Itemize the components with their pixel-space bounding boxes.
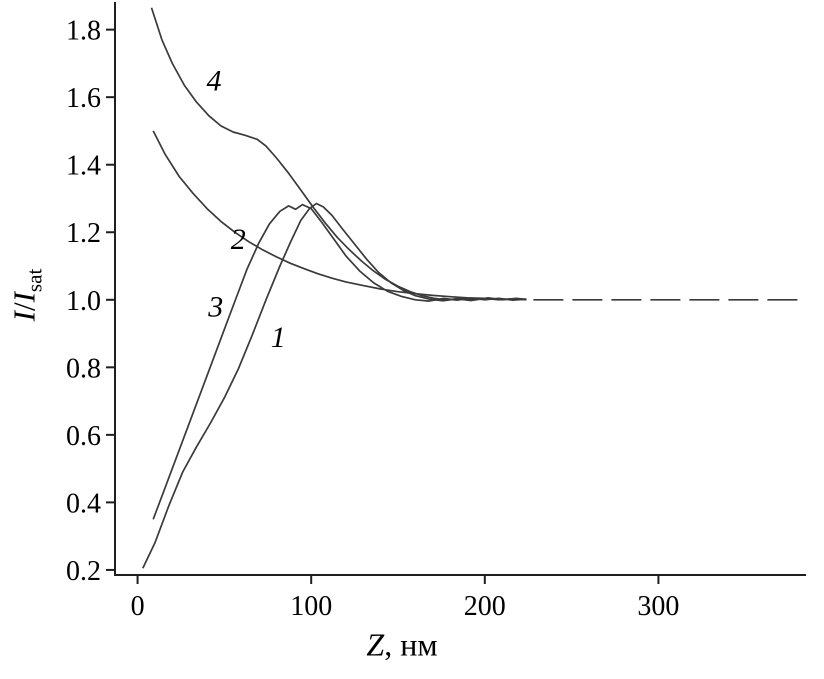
x-tick-label: 100 [290, 591, 332, 622]
y-tick-label: 0.8 [66, 353, 101, 384]
curve-label-4: 4 [206, 64, 221, 97]
y-tick-label: 0.2 [66, 556, 101, 587]
y-axis-label-subscript: sat [22, 268, 47, 293]
curve-4 [150, 7, 527, 301]
x-axis-label: Z, нм [366, 627, 437, 664]
x-tick-label: 300 [637, 591, 679, 622]
curve-label-2: 2 [231, 223, 246, 256]
y-tick-label: 1.4 [66, 151, 101, 182]
y-axis-label-var2: I [6, 292, 42, 303]
x-axis-label-var: Z [366, 626, 385, 663]
x-axis-label-unit: , нм [384, 626, 438, 663]
y-tick-label: 1.0 [66, 286, 101, 317]
curve-1 [142, 202, 527, 569]
curve-label-1: 1 [271, 321, 286, 354]
y-tick-label: 0.6 [66, 421, 101, 452]
axes [114, 2, 806, 576]
x-tick-label: 0 [131, 591, 145, 622]
y-tick-label: 1.8 [66, 16, 101, 47]
y-axis-label: I/Isat [6, 269, 47, 322]
y-tick-label: 1.6 [66, 83, 101, 114]
y-axis-label-slash: / [6, 302, 42, 312]
curve-3 [152, 203, 527, 520]
y-axis-label-var: I [6, 311, 42, 322]
y-tick-label: 0.4 [66, 488, 101, 519]
x-tick-label: 200 [464, 591, 506, 622]
curve-label-3: 3 [207, 291, 223, 324]
y-tick-label: 1.2 [66, 218, 101, 249]
curve-2 [152, 130, 524, 301]
